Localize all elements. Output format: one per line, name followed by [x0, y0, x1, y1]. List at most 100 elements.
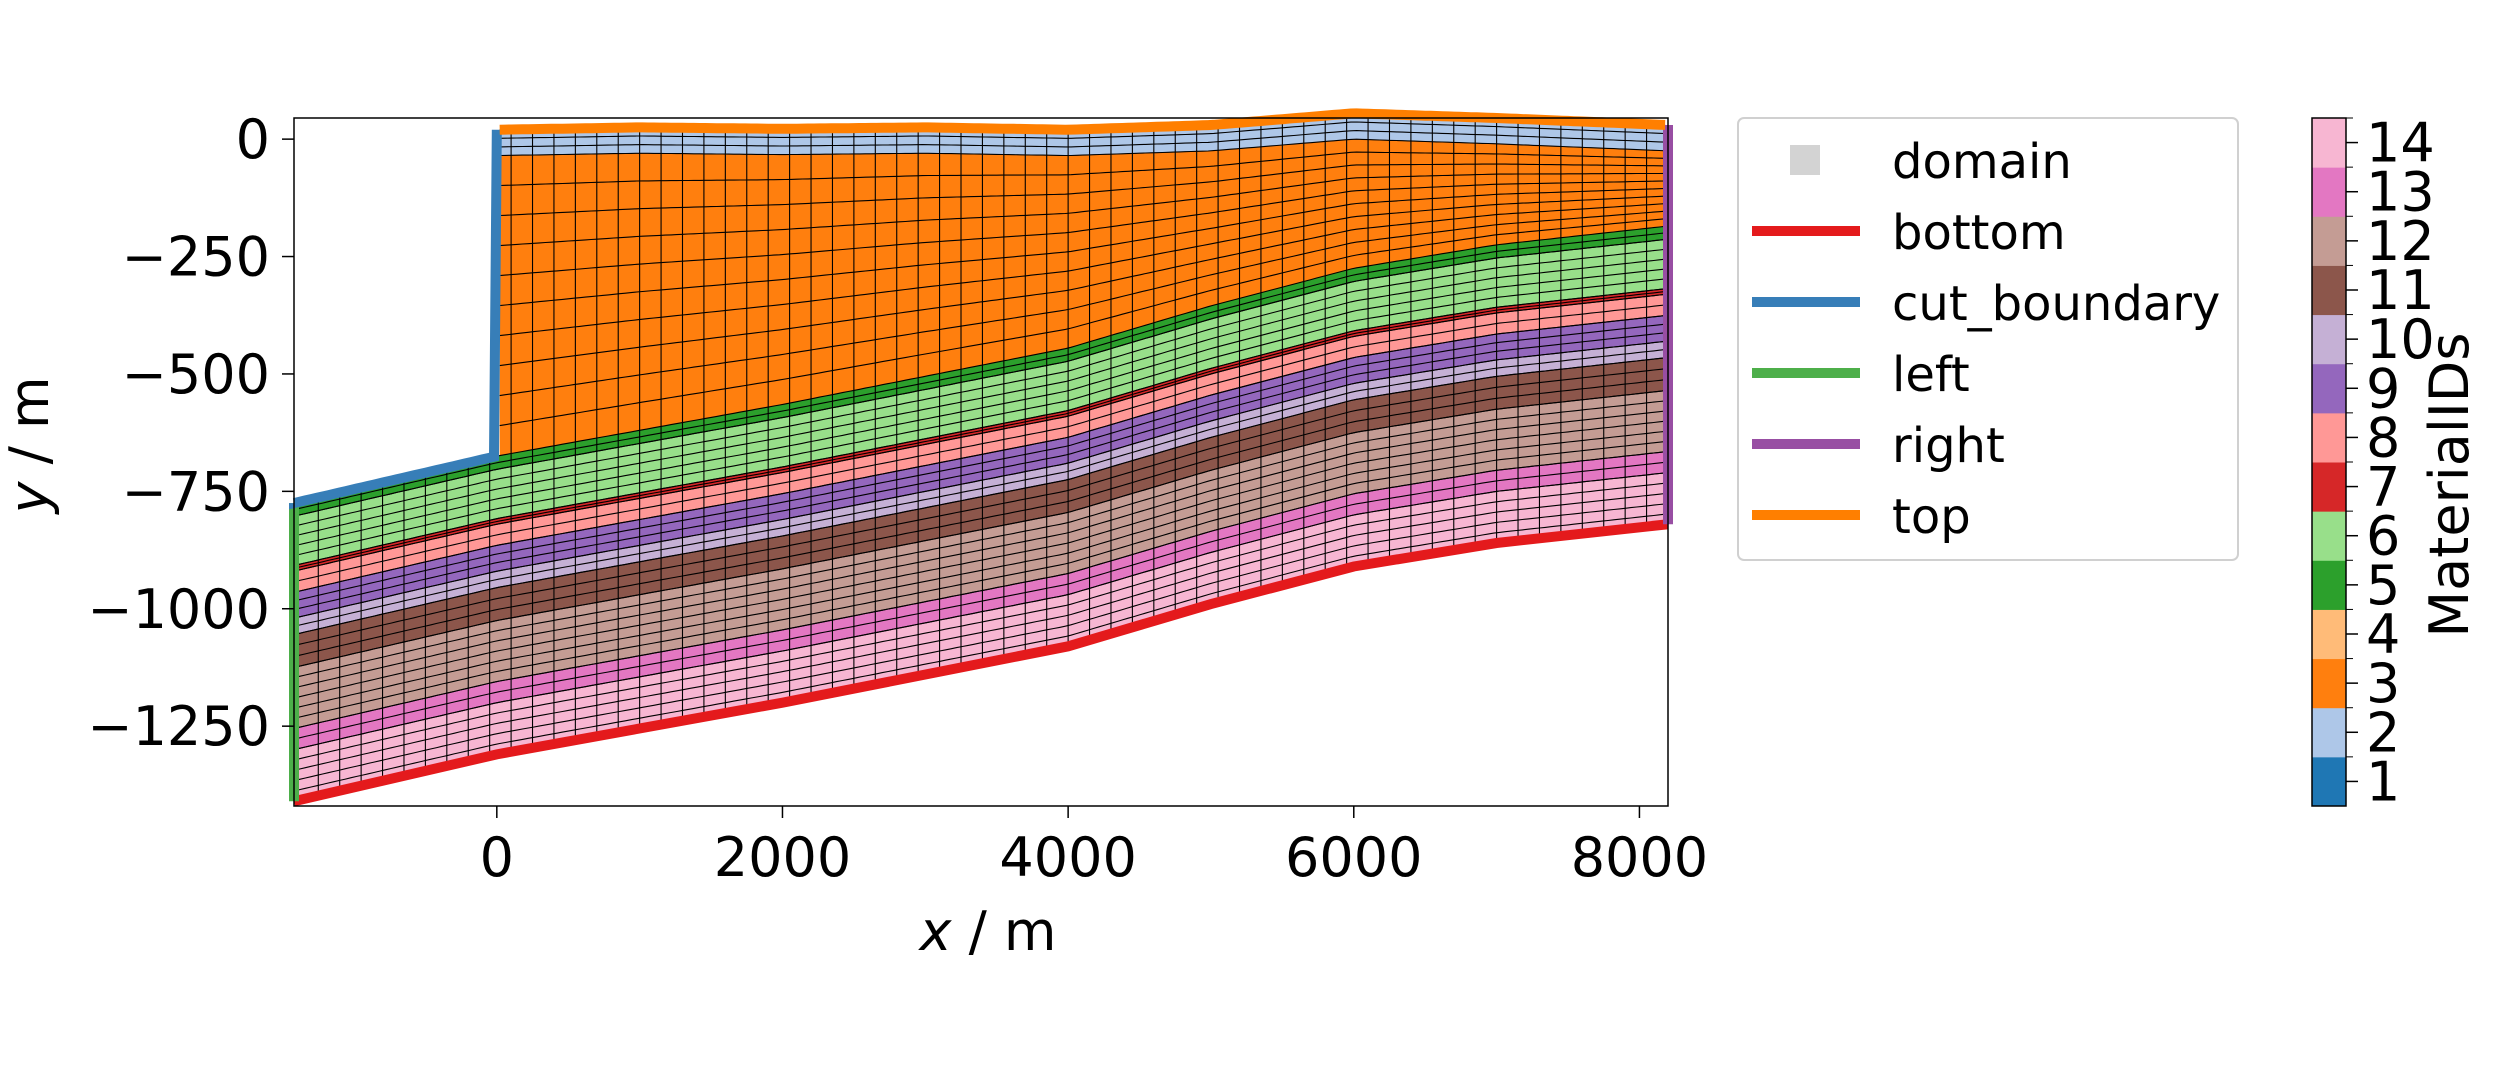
- mesh-horizontal-line: [293, 400, 1666, 679]
- mesh-horizontal-line: [293, 482, 1666, 761]
- mesh-horizontal-line: [293, 248, 1666, 527]
- colorbar-frame: [2311, 117, 2347, 807]
- y-tick-label: 0: [236, 108, 270, 171]
- mesh-horizontal-line: [293, 238, 1666, 517]
- x-axis-ticks: 0 2000 4000 6000 8000: [480, 806, 1708, 889]
- mesh-horizontal-line: [293, 368, 1666, 647]
- colorbar-swatch: [2312, 118, 2346, 168]
- colorbar-swatch: [2312, 167, 2346, 217]
- x-axis-label: x / m: [917, 900, 1056, 963]
- material-layers: [294, 113, 1666, 802]
- mesh-horizontal-line: [293, 288, 1666, 567]
- mesh-horizontal-line: [293, 332, 1666, 611]
- y-tick-label: −1250: [87, 695, 270, 758]
- x-tick-label: 8000: [1571, 826, 1708, 889]
- colorbar-tick-label: 3: [2366, 652, 2400, 715]
- mesh-horizontal-line: [293, 472, 1666, 751]
- colorbar-tick-label: 9: [2366, 357, 2400, 420]
- mesh-horizontal-line: [293, 492, 1666, 771]
- y-tick-label: −750: [122, 460, 270, 523]
- colorbar-swatch: [2312, 756, 2346, 807]
- mesh-horizontal-line: [293, 258, 1666, 537]
- x-tick-label: 4000: [999, 826, 1136, 889]
- colorbar-tick-label: 4: [2366, 603, 2400, 666]
- legend-label: cut_boundary: [1892, 276, 2220, 332]
- colorbar-tick-label: 6: [2366, 505, 2400, 568]
- colorbar-swatch: [2312, 511, 2346, 561]
- colorbar-swatch: [2312, 265, 2346, 316]
- legend-label: left: [1892, 347, 1970, 403]
- x-tick-label: 0: [480, 826, 514, 889]
- mesh-horizontal-line: [293, 357, 1666, 636]
- mesh-horizontal-line: [499, 218, 1666, 427]
- top-boundary-line: [499, 108, 1666, 135]
- mesh-horizontal-line: [293, 304, 1666, 583]
- material-layer-8: [294, 294, 1666, 593]
- plot-frame: [293, 117, 1669, 807]
- mesh-horizontal-line: [499, 138, 1666, 157]
- colorbar-swatch: [2312, 707, 2346, 758]
- mesh-horizontal-line: [293, 430, 1666, 709]
- material-layer-11: [294, 357, 1666, 668]
- material-layer-2: [499, 113, 1666, 156]
- mesh-horizontal-line: [293, 410, 1666, 689]
- legend-label: top: [1892, 489, 1971, 545]
- mesh-horizontal-line: [293, 268, 1666, 547]
- mesh-horizontal-line: [499, 130, 1666, 148]
- y-axis-ticks: 0 −250 −500 −750 −1000 −1250: [87, 108, 294, 758]
- mesh-horizontal-line: [293, 390, 1666, 669]
- y-tick-label: −250: [122, 226, 270, 289]
- y-axis-label: y / m: [0, 376, 61, 515]
- colorbar-tick-label: 1: [2366, 750, 2400, 813]
- colorbar-swatch: [2312, 560, 2346, 610]
- colorbar-swatch: [2312, 462, 2346, 512]
- colorbar-tick-label: 13: [2366, 161, 2435, 224]
- material-layer-12: [294, 390, 1666, 729]
- mesh-horizontal-line: [293, 278, 1666, 557]
- colorbar-tick-label: 11: [2366, 259, 2435, 322]
- mesh-horizontal-line: [499, 187, 1666, 307]
- mesh-horizontal-line: [293, 293, 1666, 572]
- y-tick-label: −500: [122, 343, 270, 406]
- y-tick-label: −1000: [87, 578, 270, 641]
- material-layer-6: [294, 239, 1666, 566]
- legend-label: bottom: [1892, 205, 2066, 261]
- mesh-horizontal-line: [499, 121, 1666, 139]
- mesh-horizontal-line: [293, 291, 1666, 569]
- mesh-horizontal-line: [499, 203, 1666, 367]
- mesh-horizontal-line: [293, 451, 1666, 730]
- material-layer-7: [294, 288, 1666, 572]
- colorbar-swatch: [2312, 314, 2346, 365]
- material-layer-13: [294, 451, 1666, 750]
- x-tick-label: 6000: [1285, 826, 1422, 889]
- legend-label: domain: [1892, 134, 2072, 190]
- mesh-horizontal-line: [293, 441, 1666, 719]
- mesh-horizontal-line: [499, 210, 1666, 397]
- colorbar-tick-label: 2: [2366, 701, 2400, 764]
- colorbar-swatch: [2312, 658, 2346, 709]
- mesh-horizontal-line: [499, 195, 1666, 337]
- mesh-horizontal-line: [293, 461, 1666, 740]
- cut-boundary-line: [289, 129, 502, 510]
- bottom-boundary-line: [292, 519, 1669, 807]
- mesh-horizontal-line: [499, 180, 1666, 277]
- x-tick-label: 2000: [714, 826, 851, 889]
- mesh-horizontal-line: [293, 349, 1666, 627]
- colorbar-tick-label: 10: [2366, 308, 2435, 371]
- mesh-horizontal-line: [293, 513, 1666, 792]
- mesh-horizontal-line: [293, 503, 1666, 782]
- colorbar-swatch: [2312, 363, 2346, 414]
- mesh-horizontal-line: [293, 340, 1666, 619]
- mesh-horizontal-line: [499, 172, 1666, 247]
- colorbar-tick-label: 5: [2366, 554, 2400, 617]
- mesh-horizontal-line: [293, 232, 1666, 511]
- colorbar-label: MaterialIDs: [2418, 332, 2481, 637]
- colorbar-swatch: [2312, 412, 2346, 463]
- mesh-horizontal-line: [293, 315, 1666, 593]
- mesh-horizontal-line: [499, 163, 1666, 217]
- colorbar-tick-label: 14: [2366, 112, 2435, 175]
